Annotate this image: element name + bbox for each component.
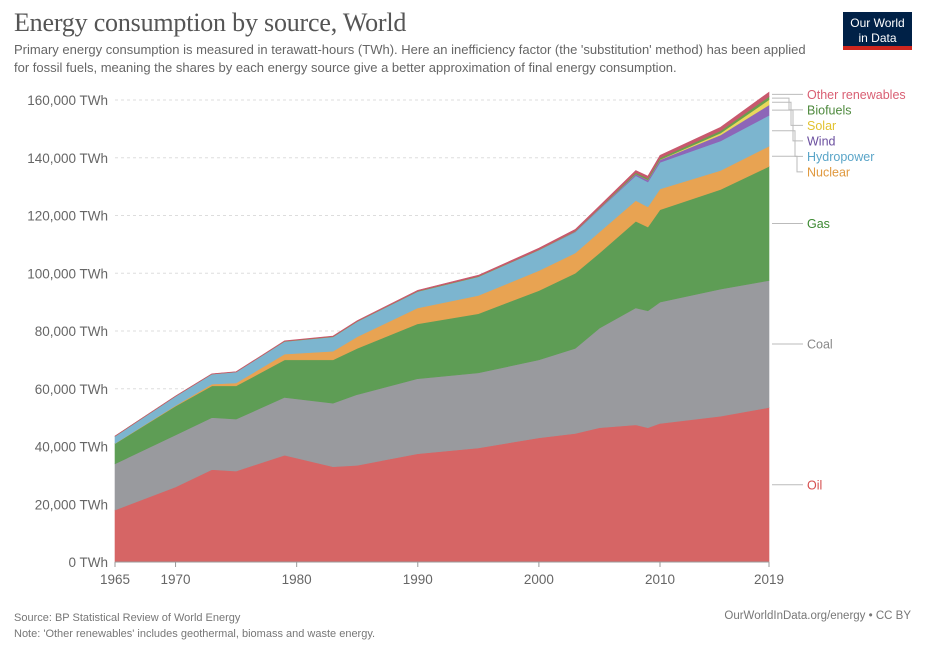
legend-connector xyxy=(772,109,803,142)
x-tick-label: 2010 xyxy=(645,572,675,587)
y-tick-label: 60,000 TWh xyxy=(35,382,108,397)
credit-link[interactable]: OurWorldInData.org/energy • CC BY xyxy=(724,610,911,622)
legend-label-solar: Solar xyxy=(807,119,836,133)
legend-label-oil: Oil xyxy=(807,478,822,492)
chart-subtitle: Primary energy consumption is measured i… xyxy=(14,42,806,75)
y-tick-label: 40,000 TWh xyxy=(35,440,108,455)
y-tick-label: 100,000 TWh xyxy=(27,266,108,281)
legend-connector xyxy=(772,155,803,173)
legend-connector xyxy=(772,130,803,157)
x-tick-label: 1990 xyxy=(403,572,433,587)
chart-title: Energy consumption by source, World xyxy=(14,8,407,37)
logo-line-2: in Data xyxy=(858,31,897,45)
y-tick-label: 20,000 TWh xyxy=(35,497,108,512)
owid-logo[interactable]: Our World in Data xyxy=(843,12,912,50)
legend-connector xyxy=(772,101,803,126)
x-tick-label: 2019 xyxy=(754,572,784,587)
x-tick-label: 1965 xyxy=(100,572,130,587)
note-text: Note: 'Other renewables' includes geothe… xyxy=(14,628,376,640)
legend-label-hydropower: Hydropower xyxy=(807,150,874,164)
area-other-renewables xyxy=(114,91,770,437)
y-tick-label: 120,000 TWh xyxy=(27,209,108,224)
legend-connector xyxy=(772,97,803,111)
y-tick-label: 80,000 TWh xyxy=(35,324,108,339)
legend-label-coal: Coal xyxy=(807,337,833,351)
source-text: Source: BP Statistical Review of World E… xyxy=(14,612,241,624)
footer-notes: Source: BP Statistical Review of World E… xyxy=(14,610,375,642)
x-tick-label: 1970 xyxy=(161,572,191,587)
logo-line-1: Our World xyxy=(850,16,905,30)
x-tick-label: 1980 xyxy=(282,572,312,587)
legend-label-wind: Wind xyxy=(807,134,836,148)
y-tick-label: 140,000 TWh xyxy=(27,151,108,166)
y-tick-label: 160,000 TWh xyxy=(27,93,108,108)
y-tick-label: 0 TWh xyxy=(68,555,108,570)
legend-label-biofuels: Biofuels xyxy=(807,103,851,117)
legend-label-nuclear: Nuclear xyxy=(807,165,850,179)
legend-label-gas: Gas xyxy=(807,217,830,231)
x-tick-label: 2000 xyxy=(524,572,554,587)
legend-label-other-renewables: Other renewables xyxy=(807,88,906,102)
